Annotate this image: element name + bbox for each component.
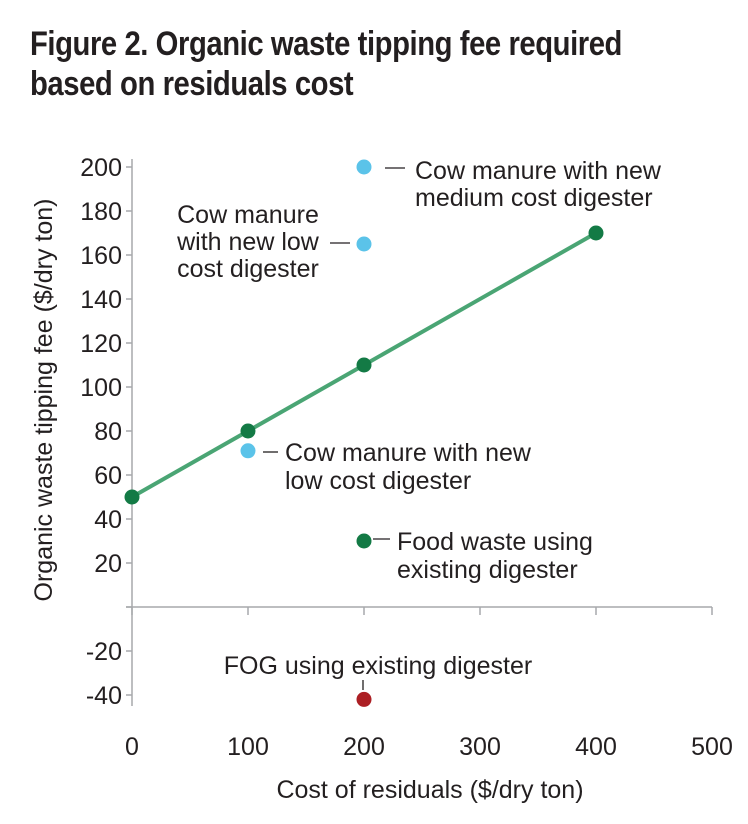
- x-tick-label: 200: [343, 733, 385, 761]
- annotations-layer: Cow manure with new medium cost digesterC…: [176, 157, 662, 690]
- annotation-label: Food waste using existing digester: [397, 528, 593, 584]
- annotation-line: medium cost digester: [415, 184, 653, 212]
- x-tick-label: 400: [575, 733, 617, 761]
- annotation-line: low cost digester: [285, 467, 471, 495]
- y-tick-label: 200: [80, 154, 122, 182]
- y-tick-label: 120: [80, 330, 122, 358]
- x-tick-label: 500: [691, 733, 733, 761]
- x-axis-label: Cost of residuals ($/dry ton): [276, 776, 583, 804]
- x-tick-label: 0: [125, 733, 139, 761]
- annotation-line: existing digester: [397, 556, 578, 584]
- y-tick-label: 80: [94, 418, 122, 446]
- data-point: [588, 225, 604, 241]
- data-point: [356, 691, 372, 707]
- x-tick-label: 300: [459, 733, 501, 761]
- data-point: [356, 357, 372, 373]
- annotation-line: Cow manure: [177, 201, 319, 229]
- annotation-label: Cow manure with new medium cost digester: [415, 157, 662, 212]
- data-point: [356, 236, 372, 252]
- data-point: [356, 159, 372, 175]
- x-tick-label: 100: [227, 733, 269, 761]
- data-point: [356, 533, 372, 549]
- y-tick-label: 20: [94, 550, 122, 578]
- y-tick-label: -20: [86, 638, 122, 666]
- y-tick-label: 40: [94, 506, 122, 534]
- annotation-line: Cow manure with new: [285, 439, 532, 467]
- annotation-line: Cow manure with new: [415, 157, 662, 185]
- annotation-line: FOG using existing digester: [224, 652, 532, 680]
- y-tick-label: 140: [80, 286, 122, 314]
- data-point: [240, 423, 256, 439]
- data-point: [240, 443, 256, 459]
- chart-title: Figure 2. Organic waste tipping fee requ…: [30, 25, 623, 103]
- y-tick-label: 180: [80, 198, 122, 226]
- axes: -40 -20 20 40 60 80 100 120 140 160 180 200 0 100 200 3…: [80, 154, 733, 761]
- annotation-label: Cow manure with new low cost digester: [285, 439, 532, 495]
- annotation-label: Cow manure with new low cost digester: [176, 201, 320, 283]
- annotation-line: Food waste using: [397, 528, 593, 556]
- annotation-label: FOG using existing digester: [224, 652, 532, 680]
- y-axis-label: Organic waste tipping fee ($/dry ton): [30, 199, 58, 602]
- trend-line-layer: [130, 231, 598, 499]
- series-line: [130, 231, 598, 499]
- y-tick-label: 100: [80, 374, 122, 402]
- data-point: [124, 489, 140, 505]
- y-tick-label: -40: [86, 682, 122, 710]
- annotation-line: with new low: [176, 228, 320, 256]
- annotation-line: cost digester: [177, 255, 319, 283]
- points-layer: [124, 159, 604, 707]
- y-tick-label: 160: [80, 242, 122, 270]
- y-tick-label: 60: [94, 462, 122, 490]
